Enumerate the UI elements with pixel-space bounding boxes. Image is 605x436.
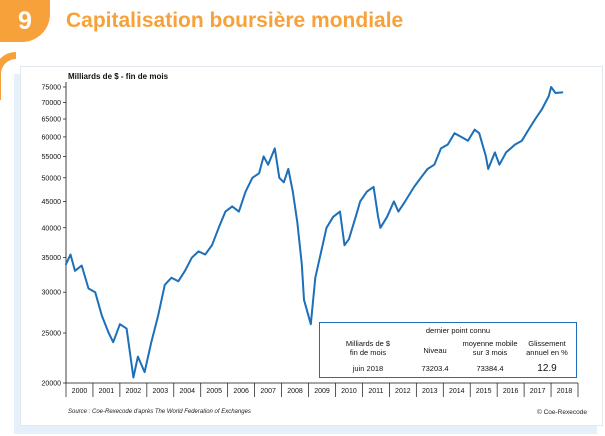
page-title: Capitalisation boursière mondiale (66, 9, 404, 32)
x-tick-label: 2004 (179, 388, 195, 395)
section-number: 9 (18, 6, 32, 35)
y-tick-label: 55000 (42, 154, 62, 161)
info-box-row-label: juin 2018 (352, 364, 384, 373)
y-tick-label: 50000 (42, 175, 62, 182)
info-box-col1-header: Milliards de $ fin de mois (322, 339, 414, 357)
x-tick-label: 2001 (99, 388, 115, 395)
y-tick-label: 35000 (42, 255, 62, 262)
x-tick-label: 2017 (530, 388, 546, 395)
info-box-col4-header: Glissement annuel en % (518, 339, 576, 357)
info-box-col1-header-text: Milliards de $ fin de mois (345, 339, 391, 357)
x-tick-label: 2010 (341, 388, 357, 395)
y-tick-label: 45000 (42, 199, 62, 206)
info-box-level: 73203.4 (421, 364, 449, 373)
info-box-yoy-change: 12.9 (537, 363, 557, 374)
info-box-col2-header: Niveau (423, 346, 447, 355)
y-tick-label: 40000 (42, 225, 62, 232)
x-tick-label: 2011 (368, 388, 383, 395)
info-box-col3-header-text: moyenne mobile sur 3 mois (462, 339, 518, 357)
x-tick-label: 2015 (476, 388, 492, 395)
x-tick-label: 2003 (153, 388, 169, 395)
y-tick-label: 65000 (42, 117, 62, 124)
series-line-0 (65, 86, 564, 379)
decorative-arc (0, 52, 16, 100)
y-tick-label: 70000 (42, 100, 62, 107)
y-tick-label: 60000 (42, 134, 62, 141)
x-tick-label: 2000 (72, 388, 88, 395)
x-tick-label: 2016 (503, 388, 519, 395)
x-tick-label: 2013 (422, 388, 438, 395)
section-number-badge: 9 (0, 0, 50, 42)
info-box-header: dernier point connu (425, 326, 491, 335)
x-tick-label: 2018 (557, 388, 573, 395)
info-box-col3-header: moyenne mobile sur 3 mois (456, 339, 524, 357)
info-box-col4-header-text: Glissement annuel en % (526, 339, 568, 357)
credit-note: © Coe-Rexecode (537, 409, 587, 416)
x-tick-label: 2007 (260, 388, 276, 395)
y-tick-label: 75000 (42, 84, 62, 91)
x-tick-label: 2014 (449, 388, 465, 395)
latest-data-box: dernier point connu Milliards de $ fin d… (319, 322, 577, 378)
x-tick-label: 2006 (233, 388, 249, 395)
y-tick-label: 30000 (42, 290, 62, 297)
info-box-moving-average: 73384.4 (476, 364, 504, 373)
x-tick-label: 2002 (126, 388, 142, 395)
y-tick-label: 20000 (42, 381, 62, 388)
x-tick-label: 2005 (206, 388, 222, 395)
y-axis-unit-label: Milliards de $ - fin de mois (68, 72, 169, 81)
y-tick-label: 25000 (42, 331, 62, 338)
x-tick-label: 2008 (287, 388, 303, 395)
x-tick-label: 2009 (314, 388, 330, 395)
x-tick-label: 2012 (395, 388, 411, 395)
source-note: Source : Coe-Rexecode d'après The World … (68, 409, 251, 415)
